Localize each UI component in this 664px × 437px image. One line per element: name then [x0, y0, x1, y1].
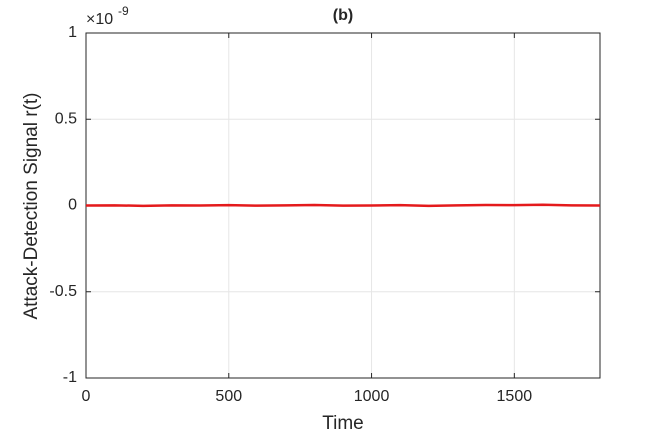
- x-tick-label: 1000: [354, 388, 390, 405]
- y-axis-label: Attack-Detection Signal r(t): [21, 92, 42, 319]
- x-tick-label: 0: [82, 388, 91, 405]
- x-axis-label: Time: [322, 413, 364, 434]
- y-tick-label: -1: [63, 369, 77, 386]
- y-tick-label: 0: [68, 197, 77, 214]
- y-exponent-base: ×10: [86, 11, 113, 28]
- y-exponent: -9: [118, 4, 129, 18]
- x-tick-label: 1500: [497, 388, 533, 405]
- x-tick-label: 500: [215, 388, 242, 405]
- y-tick-label: 1: [68, 24, 77, 41]
- y-tick-label: 0.5: [55, 110, 77, 127]
- chart-title: (b): [333, 7, 353, 24]
- data-line: [85, 203, 601, 208]
- y-tick-label: -0.5: [49, 283, 77, 300]
